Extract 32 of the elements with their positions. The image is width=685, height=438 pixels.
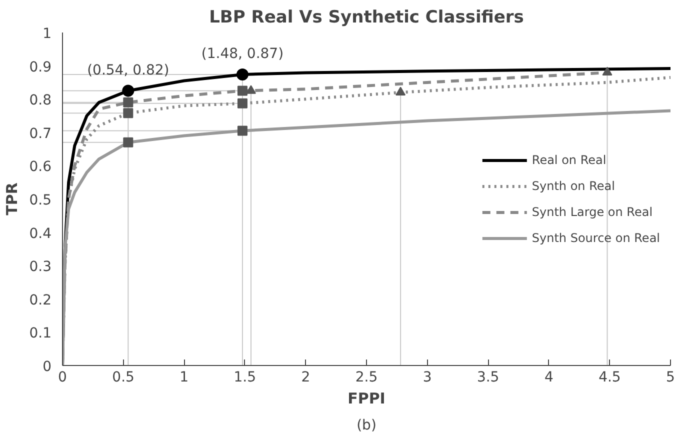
x-tick-label: 4 (544, 370, 554, 386)
legend-label: Real on Real (532, 152, 606, 166)
x-tick-label: 3 (422, 370, 432, 386)
y-tick-label: 1 (42, 26, 52, 42)
text: (b) (356, 418, 376, 434)
y-tick-label: 0 (42, 359, 52, 375)
x-tick-label: 3.5 (476, 370, 500, 386)
y-tick-label: 0.4 (29, 226, 52, 242)
legend-label: Synth Source on Real (532, 230, 660, 244)
x-tick-label: 0 (58, 370, 67, 386)
annotation: (1.48, 0.87) (201, 46, 284, 62)
y-tick-label: 0.6 (29, 159, 52, 176)
chart-title: LBP Real Vs Synthetic Classifiers (209, 8, 524, 28)
y-tick-label: 0.8 (29, 92, 52, 109)
y-tick-label: 0.1 (29, 326, 52, 342)
x-tick-label: 0.5 (112, 370, 134, 386)
y-tick-label: 0.5 (29, 192, 52, 208)
x-tick-label: 2.5 (355, 370, 378, 386)
y-tick-label: 0.7 (29, 126, 52, 142)
x-tick-label: 1.5 (234, 370, 256, 386)
legend-label: Synth on Real (532, 178, 615, 192)
legend-label: Synth Large on Real (532, 204, 653, 218)
y-tick-label: 0.3 (29, 259, 52, 276)
x-axis-title: FPPI (348, 390, 386, 408)
y-tick-label: 0.9 (29, 59, 52, 76)
x-tick-label: 4.5 (598, 370, 621, 386)
annotation: (0.54, 0.82) (87, 62, 170, 78)
x-tick-label: 1 (180, 370, 189, 386)
y-axis-title: TPR (3, 182, 22, 216)
y-tick-label: 0.2 (29, 292, 52, 308)
x-tick-label: 2 (301, 370, 310, 386)
x-tick-label: 5 (666, 370, 675, 386)
